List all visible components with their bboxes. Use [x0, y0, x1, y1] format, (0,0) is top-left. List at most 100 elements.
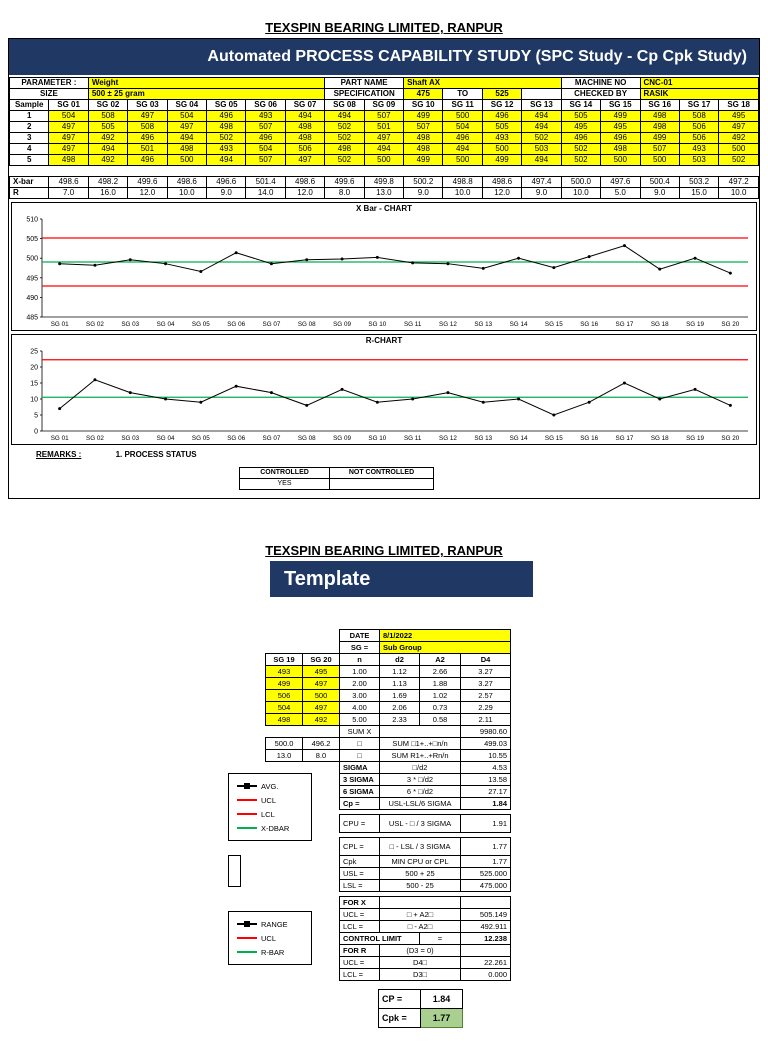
- svg-text:SG 14: SG 14: [510, 435, 528, 442]
- xbar-row: X-bar 498.6 498.2 499.6 498.6 496.6 501.4 498.6…: [8, 176, 759, 188]
- empty-cell: [266, 798, 340, 810]
- sample-number: 2: [8, 121, 50, 133]
- measurement-value: 496: [206, 110, 247, 122]
- sigma-value: 4.53: [459, 761, 512, 774]
- empty-cell: [266, 921, 340, 933]
- sample-data-row: 4 497 494 501 498 493 504 506 498 494 498 494 500 503…: [8, 143, 759, 155]
- measurement-value: 497: [166, 121, 208, 133]
- svg-text:SG 09: SG 09: [333, 435, 351, 442]
- svg-text:0: 0: [34, 429, 38, 436]
- three-sigma-value: 13.58: [459, 773, 512, 786]
- legend-marker-icon: [237, 824, 257, 832]
- empty-cell: [266, 897, 340, 909]
- lcl-r-formula: D3□: [379, 968, 461, 981]
- legend-marker-icon: [237, 920, 257, 928]
- six-sigma-label: 6 SIGMA: [339, 785, 380, 798]
- spec-empty-cell: [521, 88, 562, 100]
- spacer-cell: [10, 166, 759, 177]
- measurement-value: 497: [718, 121, 759, 133]
- constant-value: 3.00: [339, 689, 380, 702]
- group-column-header: SG 11: [442, 99, 483, 111]
- page2-company-heading: TEXSPIN BEARING LIMITED, RANPUR: [265, 543, 503, 558]
- spec-to-label: TO: [442, 88, 483, 100]
- xbar-value: 500.4: [639, 176, 680, 188]
- legend-label: RANGE: [261, 919, 288, 929]
- svg-text:SG 08: SG 08: [298, 435, 316, 442]
- sum-x-value: 9980.60: [459, 725, 512, 738]
- range-value: 12.0: [127, 187, 168, 199]
- empty-cell: [266, 856, 340, 868]
- legend-label: UCL: [261, 933, 277, 943]
- sum-x-label: SUM X: [339, 725, 380, 738]
- date-row: DATE 8/1/2022: [266, 629, 512, 642]
- measurement-value: 508: [127, 121, 168, 133]
- measurement-value: 498: [166, 143, 208, 155]
- cpl-formula: □ - LSL / 3 SIGMA: [379, 837, 461, 856]
- measurement-value: 506: [284, 143, 326, 155]
- measurement-value: 493: [678, 143, 720, 155]
- group-column-header: SG 12: [481, 99, 523, 111]
- r-chart: R-CHART 0 5 10 15 20 25 SG 01 SG 02 SG 03 SG 04 SG…: [11, 334, 757, 445]
- group-header-row: Sample SG 01 SG 02 SG 03 SG 04 SG 05 SG 06 SG 0…: [8, 99, 759, 111]
- info-row-1: PARAMETER : Weight PART NAME Shaft AX MA…: [9, 77, 759, 89]
- ucl-r-value: 22.261: [459, 956, 512, 969]
- lcl-r-value: 0.000: [459, 968, 512, 981]
- svg-text:SG 09: SG 09: [333, 321, 351, 328]
- spec-usl-value: 525: [481, 88, 523, 100]
- r-chart-title: R-CHART: [365, 336, 403, 345]
- legend-marker-icon: [237, 782, 257, 790]
- legend-marker-icon: [237, 796, 257, 804]
- remarks-label: REMARKS :: [36, 450, 82, 459]
- legend-marker-icon: [237, 934, 257, 942]
- measurement-value: 500: [442, 110, 483, 122]
- spc-study-page: TEXSPIN BEARING LIMITED, RANPUR Automate…: [8, 20, 760, 499]
- measurement-value: 500: [639, 154, 680, 166]
- measurement-value: 507: [403, 121, 444, 133]
- not-controlled-value: [329, 478, 434, 490]
- measurement-value: 499: [600, 110, 641, 122]
- constant-value: 1.69: [379, 689, 420, 702]
- svg-text:SG 18: SG 18: [651, 321, 669, 328]
- empty-cell: [266, 933, 340, 945]
- a2-header: A2: [419, 653, 461, 666]
- measurement-value: 494: [363, 143, 405, 155]
- cpu-value: 1.91: [459, 814, 512, 833]
- subgroup-value: Sub Group: [378, 641, 512, 654]
- constant-value: 0.73: [419, 701, 461, 714]
- xbar-value: 498.8: [442, 176, 483, 188]
- control-limit-label: CONTROL LIMIT: [339, 932, 420, 945]
- calculation-area: DATE 8/1/2022 SG = Sub Group SG 19 SG 20…: [265, 629, 512, 1028]
- remarks-row: REMARKS : 1. PROCESS STATUS: [36, 450, 759, 462]
- svg-text:SG 01: SG 01: [51, 435, 69, 442]
- xbar-value: 500.0: [560, 176, 602, 188]
- constant-value: 1.12: [379, 665, 420, 678]
- measurement-value: 503: [521, 143, 562, 155]
- constant-value: 5.00: [339, 713, 380, 726]
- lcl-r-row: LCL = D3□ 0.000: [266, 968, 512, 981]
- constant-value: 2.66: [419, 665, 461, 678]
- measurement-value: 498: [600, 143, 641, 155]
- constant-value: 1.02: [419, 689, 461, 702]
- svg-text:485: 485: [26, 315, 38, 322]
- svg-text:SG 11: SG 11: [404, 321, 422, 328]
- svg-text:SG 16: SG 16: [580, 321, 598, 328]
- range-value: 9.0: [521, 187, 562, 199]
- cp-result-label: CP =: [378, 989, 421, 1009]
- constant-value: 1.88: [419, 677, 461, 690]
- document-canvas: { "colors": { "banner_navy": "#1F3864", …: [0, 20, 768, 1044]
- range-value: 10.0: [560, 187, 602, 199]
- xbar-chart-title: X Bar - CHART: [355, 204, 412, 213]
- measurement-value: 497: [284, 154, 326, 166]
- sigma-label: SIGMA: [339, 761, 380, 774]
- legend-label: R-BAR: [261, 947, 285, 957]
- measurement-value: 492: [87, 154, 129, 166]
- xbar-value: 497.2: [718, 176, 759, 188]
- svg-text:SG 17: SG 17: [616, 321, 634, 328]
- measurement-value: 494: [442, 143, 483, 155]
- sample-number: 3: [8, 132, 50, 144]
- sample-column-header: Sample: [8, 99, 50, 111]
- svg-text:SG 01: SG 01: [51, 321, 69, 328]
- measurement-value: 505: [560, 110, 602, 122]
- part-name-label: PART NAME: [324, 77, 405, 89]
- svg-text:SG 19: SG 19: [686, 321, 704, 328]
